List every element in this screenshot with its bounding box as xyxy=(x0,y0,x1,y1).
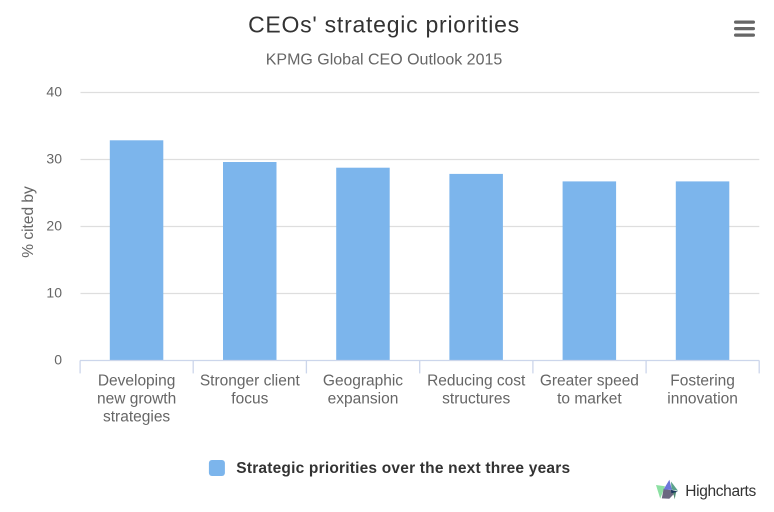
svg-text:Stronger client: Stronger client xyxy=(200,372,301,389)
svg-text:Fostering: Fostering xyxy=(670,372,735,389)
svg-text:Developing: Developing xyxy=(98,372,176,389)
svg-text:20: 20 xyxy=(46,217,62,233)
svg-text:40: 40 xyxy=(46,83,62,99)
svg-text:Strategic priorities over the: Strategic priorities over the next three… xyxy=(236,460,570,477)
svg-text:innovation: innovation xyxy=(667,390,738,407)
svg-text:strategies: strategies xyxy=(103,408,170,425)
svg-text:0: 0 xyxy=(54,351,62,367)
svg-text:Greater speed: Greater speed xyxy=(540,372,639,389)
svg-text:10: 10 xyxy=(46,284,62,300)
svg-text:new growth: new growth xyxy=(97,390,176,407)
svg-text:expansion: expansion xyxy=(328,390,399,407)
svg-text:CEOs' strategic priorities: CEOs' strategic priorities xyxy=(248,12,520,38)
svg-text:Highcharts: Highcharts xyxy=(685,483,756,500)
svg-text:% cited by: % cited by xyxy=(20,186,37,258)
svg-text:30: 30 xyxy=(46,150,62,166)
svg-text:focus: focus xyxy=(231,390,268,407)
svg-text:KPMG Global CEO Outlook 2015: KPMG Global CEO Outlook 2015 xyxy=(266,52,503,69)
svg-text:Reducing cost: Reducing cost xyxy=(427,372,526,389)
svg-text:structures: structures xyxy=(442,390,510,407)
svg-text:Geographic: Geographic xyxy=(323,372,403,389)
svg-text:to market: to market xyxy=(557,390,622,407)
